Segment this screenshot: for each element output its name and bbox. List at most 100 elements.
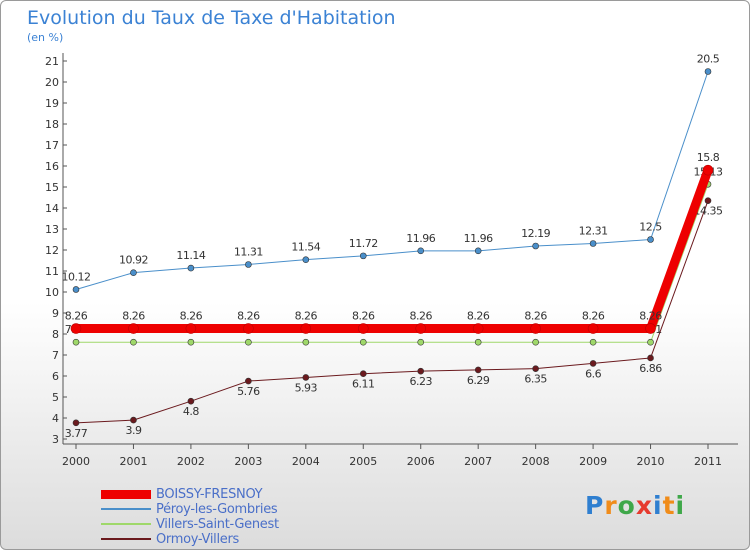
data-label: 4.8 [183, 405, 199, 418]
x-tick-label: 2005 [349, 455, 377, 468]
data-label: 6.23 [409, 375, 432, 388]
data-label: 20.5 [697, 53, 720, 66]
x-tick-label: 2011 [694, 455, 722, 468]
data-point [474, 247, 482, 255]
data-point [185, 323, 197, 334]
data-label: 5.93 [295, 381, 318, 394]
y-tick-label: 4 [52, 412, 59, 425]
data-point [359, 252, 367, 260]
data-point [704, 68, 712, 75]
y-tick-label: 6 [52, 370, 59, 383]
chart-title: Evolution du Taux de Taxe d'Habitation [27, 7, 396, 29]
x-tick-label: 2001 [119, 455, 147, 468]
data-point [645, 323, 656, 334]
chart-subtitle: (en %) [27, 31, 64, 44]
x-tick-label: 2003 [234, 455, 262, 468]
data-point [300, 323, 312, 334]
data-point [587, 323, 599, 334]
data-point [532, 338, 539, 346]
data-point [417, 367, 425, 375]
data-label: 12.5 [639, 221, 662, 234]
data-label: 12.31 [579, 224, 608, 237]
data-point [243, 323, 254, 334]
data-point [245, 377, 252, 385]
data-point [72, 338, 80, 346]
data-label: 6.29 [467, 374, 490, 387]
data-point [415, 323, 427, 334]
data-point [70, 323, 82, 334]
y-tick-label: 7 [52, 349, 59, 362]
data-point [589, 338, 597, 346]
data-point [417, 338, 425, 346]
data-label: 6.35 [524, 373, 547, 386]
data-point [187, 397, 195, 405]
x-tick-label: 2000 [62, 455, 90, 468]
data-label: 8.26 [639, 310, 662, 323]
data-label: 11.96 [406, 232, 435, 245]
data-label: 12.19 [521, 227, 550, 240]
data-point [647, 236, 654, 243]
x-tick-label: 2004 [292, 455, 320, 468]
data-point [245, 261, 252, 268]
y-tick-label: 8 [52, 328, 59, 341]
y-tick-label: 11 [45, 265, 59, 278]
data-point [130, 269, 137, 276]
legend-label: Péroy-les-Gombries [156, 502, 278, 517]
logo-letter: x [635, 491, 653, 520]
legend-swatch [101, 523, 151, 525]
y-tick-label: 3 [52, 433, 59, 446]
data-point [187, 264, 195, 272]
data-point [302, 374, 310, 381]
data-label: 14.35 [694, 205, 723, 218]
data-label: 11.14 [176, 249, 205, 262]
data-label: 8.26 [122, 310, 145, 323]
data-label: 8.26 [65, 310, 88, 323]
data-label: 8.26 [467, 310, 490, 323]
y-tick-label: 10 [45, 286, 59, 299]
data-label: 8.26 [409, 310, 432, 323]
data-label: 6.86 [639, 362, 662, 375]
y-tick-label: 14 [45, 202, 59, 215]
data-label: 11.72 [349, 237, 378, 250]
y-tick-label: 9 [52, 307, 59, 320]
series-line-villers-saint-genest [76, 184, 709, 343]
data-point [302, 256, 310, 263]
data-point [72, 419, 80, 427]
legend-swatch [101, 508, 151, 510]
data-point [187, 338, 195, 346]
legend-label: Ormoy-Villers [156, 532, 240, 547]
data-point [302, 338, 310, 346]
y-tick-label: 15 [45, 181, 59, 194]
y-tick-label: 20 [45, 76, 59, 89]
data-label: 11.54 [291, 241, 320, 254]
data-point [472, 323, 484, 334]
legend-swatch [101, 489, 151, 499]
data-point [530, 323, 541, 334]
x-tick-label: 2008 [522, 455, 550, 468]
data-label: 3.9 [125, 424, 141, 437]
legend-label: Villers-Saint-Genest [156, 517, 279, 532]
y-tick-label: 5 [52, 391, 59, 404]
series-line-boissy-fresnoy [76, 168, 713, 334]
data-point [647, 338, 654, 346]
data-point [128, 323, 139, 334]
x-tick-label: 2009 [579, 455, 607, 468]
data-point [704, 197, 712, 204]
data-label: 8.26 [295, 310, 318, 323]
y-tick-label: 21 [45, 55, 59, 68]
data-point [417, 247, 425, 255]
data-point [72, 286, 80, 293]
y-tick-label: 19 [45, 97, 59, 110]
data-point [474, 366, 482, 374]
x-tick-label: 2002 [177, 455, 205, 468]
y-tick-label: 16 [45, 160, 59, 173]
data-label: 8.26 [352, 310, 375, 323]
data-label: 8.26 [180, 310, 203, 323]
data-label: 15.8 [697, 151, 720, 164]
logo-letter: i [653, 491, 663, 520]
data-label: 10.12 [62, 270, 91, 283]
data-point [359, 338, 367, 346]
y-tick-label: 17 [45, 139, 59, 152]
